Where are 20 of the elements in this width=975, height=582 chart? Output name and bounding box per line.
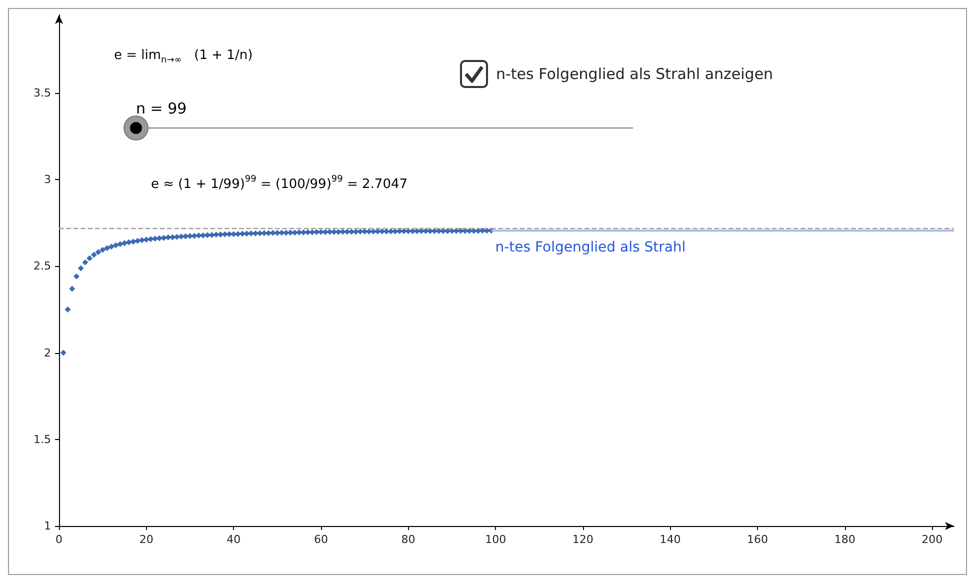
x-tick-label: 140 xyxy=(660,533,681,546)
x-tick-label: 80 xyxy=(401,533,416,546)
y-tick-label: 2.5 xyxy=(34,260,51,273)
x-tick-label: 40 xyxy=(226,533,241,546)
series-label: n-tes Folgenglied als Strahl xyxy=(495,240,686,256)
x-tick-label: 180 xyxy=(834,533,856,546)
x-tick-label: 0 xyxy=(56,533,62,546)
y-tick-label: 1.5 xyxy=(34,432,51,446)
x-tick-label: 120 xyxy=(572,533,594,546)
x-tick-label: 100 xyxy=(485,533,506,546)
x-tick-label: 60 xyxy=(314,533,328,546)
x-tick-label: 200 xyxy=(922,533,943,546)
y-tick-label: 2 xyxy=(44,346,51,360)
y-tick-label: 1 xyxy=(44,520,51,532)
annotation: n = 99 xyxy=(136,100,187,118)
x-tick-label: 20 xyxy=(139,533,154,546)
y-tick-label: 3 xyxy=(44,173,51,186)
annotation: n-tes Folgenglied als Strahl anzeigen xyxy=(496,65,774,83)
x-tick-label: 160 xyxy=(747,533,768,546)
y-tick-label: 3.5 xyxy=(34,86,51,100)
